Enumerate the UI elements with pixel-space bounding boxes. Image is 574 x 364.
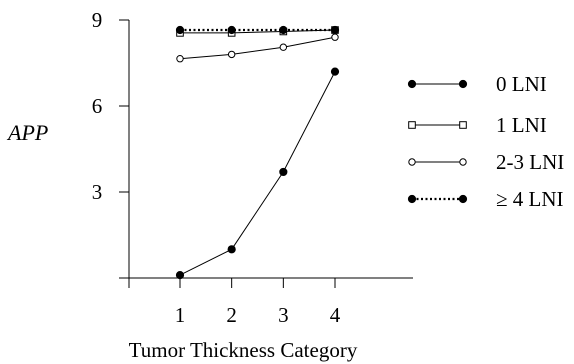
series-layer	[175, 25, 340, 280]
legend-label: 1 LNI	[496, 113, 547, 137]
y-axis-label: APP	[6, 120, 48, 145]
legend-item: 0 LNI	[407, 72, 547, 96]
series-1-lni	[176, 26, 339, 37]
legend-label: ≥ 4 LNI	[496, 187, 564, 211]
data-point	[408, 121, 416, 129]
data-point	[330, 67, 340, 76]
series-line	[179, 36, 336, 60]
x-ticks: 1 2 3 4	[175, 278, 341, 327]
data-point	[279, 25, 288, 35]
x-tick-label: 3	[278, 303, 289, 327]
data-point	[227, 245, 236, 254]
data-point	[175, 25, 185, 35]
x-tick-label: 4	[330, 303, 341, 327]
data-point	[331, 33, 339, 41]
data-point	[408, 158, 416, 166]
data-point	[279, 43, 288, 51]
x-tick-label: 1	[175, 303, 186, 327]
data-point	[227, 25, 236, 35]
data-point	[175, 271, 185, 280]
x-tick-label: 2	[226, 303, 237, 327]
data-point	[458, 194, 468, 204]
data-point	[227, 50, 236, 59]
data-point	[407, 194, 417, 204]
axes	[119, 20, 413, 288]
legend-item: ≥ 4 LNI	[407, 187, 564, 211]
series-line	[180, 29, 336, 34]
data-point	[407, 79, 417, 89]
y-tick-label: 3	[92, 180, 103, 204]
legend-label: 0 LNI	[496, 72, 547, 96]
y-tick-label: 9	[92, 8, 103, 32]
data-point	[458, 79, 468, 89]
series-0-lni	[175, 67, 340, 280]
series-2-3-lni	[176, 33, 339, 63]
data-point	[459, 121, 467, 129]
legend: 0 LNI 1 LNI 2-3 LNI ≥ 4 LNI	[407, 72, 564, 211]
y-tick-label: 6	[92, 94, 103, 118]
data-point	[176, 55, 184, 63]
legend-label: 2-3 LNI	[496, 150, 564, 174]
data-point	[279, 167, 288, 177]
series-line	[179, 71, 336, 276]
data-point	[330, 25, 340, 35]
y-ticks: 3 6 9	[92, 8, 129, 204]
x-axis-label: Tumor Thickness Category	[129, 338, 358, 362]
data-point	[459, 158, 467, 166]
legend-item: 1 LNI	[408, 113, 547, 137]
legend-item: 2-3 LNI	[408, 150, 564, 174]
series-4-lni	[175, 25, 340, 35]
